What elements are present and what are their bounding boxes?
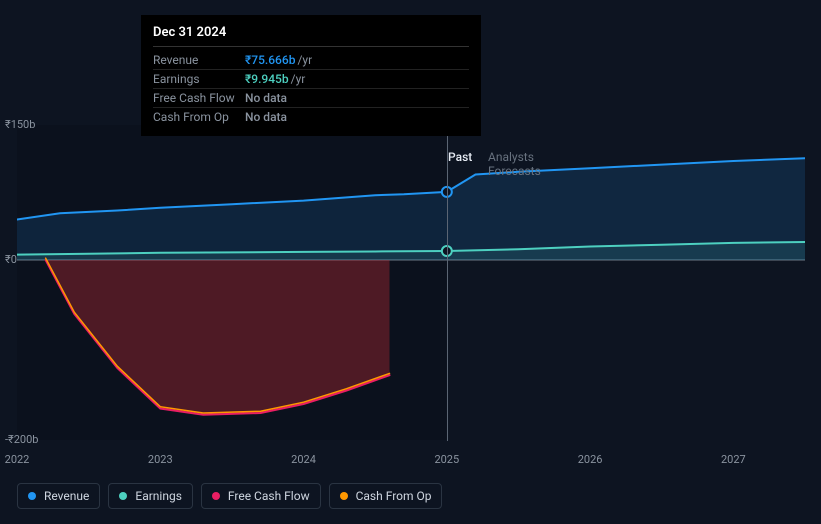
hover-marker-line [447,119,448,441]
tooltip-date: Dec 31 2024 [153,25,469,47]
chart-tooltip: Dec 31 2024 Revenue₹75.666b /yrEarnings₹… [141,15,481,136]
legend-dot [212,492,220,500]
legend-item-earnings[interactable]: Earnings [108,483,193,509]
x-axis-tick: 2026 [578,453,603,466]
legend-item-free-cash-flow[interactable]: Free Cash Flow [201,483,321,509]
x-axis-tick: 2027 [721,453,746,466]
tooltip-metric-label: Revenue [153,53,245,67]
tooltip-metric-label: Cash From Op [153,110,245,124]
x-axis-tick: 2023 [148,453,173,466]
chart-svg [17,125,805,440]
legend-dot [119,492,127,500]
chart-plot-area[interactable] [17,125,805,440]
legend-dot [340,492,348,500]
tooltip-row: Free Cash FlowNo data [153,89,469,108]
legend-label: Revenue [44,489,89,503]
tooltip-row: Earnings₹9.945b /yr [153,70,469,89]
legend-label: Cash From Op [356,489,432,503]
y-axis-tick: ₹0 [5,253,17,266]
legend-item-revenue[interactable]: Revenue [17,483,100,509]
y-axis-tick: -₹200b [5,433,38,446]
legend-dot [28,492,36,500]
x-axis-tick: 2024 [291,453,316,466]
tooltip-metric-label: Free Cash Flow [153,91,245,105]
past-region-label: Past [448,150,472,164]
legend-item-cash-from-op[interactable]: Cash From Op [329,483,443,509]
legend-label: Earnings [135,489,182,503]
tooltip-metric-value: No data [245,110,287,124]
x-axis-tick: 2025 [434,453,459,466]
y-axis-tick: ₹150b [5,118,35,131]
tooltip-metric-value: No data [245,91,287,105]
tooltip-metric-suffix: /yr [297,53,312,67]
forecast-region-label: Analysts Forecasts [488,150,541,178]
tooltip-metric-value: ₹9.945b [245,72,289,86]
tooltip-metric-value: ₹75.666b [245,53,295,67]
legend-label: Free Cash Flow [228,489,310,503]
tooltip-row: Cash From OpNo data [153,108,469,126]
tooltip-metric-label: Earnings [153,72,245,86]
x-axis-tick: 2022 [5,453,30,466]
chart-legend: Revenue Earnings Free Cash Flow Cash From O… [17,483,442,509]
tooltip-row: Revenue₹75.666b /yr [153,51,469,70]
tooltip-metric-suffix: /yr [291,72,306,86]
